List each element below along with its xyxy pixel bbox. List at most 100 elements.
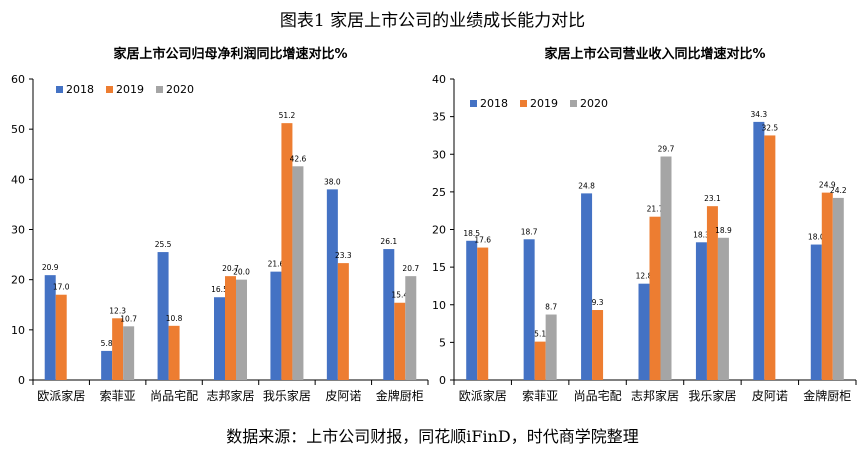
y-tick-label: 30 — [432, 148, 446, 161]
data-label: 23.3 — [335, 251, 352, 260]
data-label: 8.7 — [545, 303, 557, 312]
bar-2019 — [55, 294, 67, 380]
data-label: 15.4 — [391, 291, 408, 300]
bar-2018 — [581, 193, 593, 380]
x-tick-label: 我乐家居 — [263, 388, 311, 403]
legend-swatch-2020 — [156, 86, 163, 93]
y-tick-label: 40 — [11, 173, 25, 186]
legend-swatch-2019 — [106, 86, 113, 93]
bar-2020 — [123, 326, 135, 380]
data-label: 29.7 — [658, 145, 675, 154]
x-tick-label: 皮阿诺 — [325, 389, 361, 403]
bar-2018 — [214, 297, 225, 380]
figure-title: 图表1 家居上市公司的业绩成长能力对比 — [279, 11, 586, 31]
y-tick-label: 5 — [439, 336, 446, 349]
bar-2020 — [832, 197, 844, 380]
x-tick-label: 尚品宅配 — [574, 388, 622, 403]
legend-label: 2018 — [480, 97, 508, 110]
y-tick-label: 60 — [11, 73, 25, 86]
bar-2019 — [394, 302, 406, 380]
legend-label: 2020 — [166, 83, 194, 96]
bar-2018 — [157, 252, 169, 380]
data-label: 20.0 — [233, 268, 250, 277]
data-label: 17.0 — [53, 283, 70, 292]
x-tick-label: 皮阿诺 — [752, 389, 788, 403]
bar-2019 — [477, 247, 489, 380]
bar-2019 — [337, 263, 349, 380]
y-tick-label: 10 — [11, 324, 25, 337]
data-label: 12.3 — [109, 306, 126, 315]
bar-2018 — [523, 239, 535, 380]
bar-2018 — [466, 240, 478, 380]
chart-title: 家居上市公司归母净利润同比增速对比% — [113, 46, 347, 62]
y-tick-label: 50 — [11, 123, 25, 136]
bar-2018 — [383, 249, 395, 380]
legend-swatch-2018 — [56, 86, 63, 93]
data-label: 10.8 — [166, 314, 183, 323]
y-tick-label: 0 — [18, 374, 25, 387]
x-tick-label: 尚品宅配 — [150, 388, 198, 403]
data-label: 18.3 — [693, 230, 710, 239]
bar-2019 — [225, 276, 236, 380]
data-label: 24.9 — [819, 181, 836, 190]
bar-2019 — [534, 341, 546, 380]
data-label: 23.1 — [704, 194, 721, 203]
x-tick-label: 金牌厨柜 — [803, 388, 851, 403]
x-tick-label: 金牌厨柜 — [376, 388, 424, 403]
data-label: 21.7 — [647, 205, 664, 214]
data-label: 5.1 — [534, 330, 546, 339]
data-label: 20.7 — [402, 264, 419, 273]
data-label: 20.7 — [222, 264, 239, 273]
data-label: 20.9 — [42, 263, 59, 272]
data-label: 18.5 — [463, 229, 480, 238]
bar-2020 — [717, 237, 729, 380]
y-tick-label: 10 — [432, 299, 446, 312]
data-label: 10.7 — [120, 314, 137, 323]
x-tick-label: 志邦家居 — [631, 388, 679, 403]
data-label: 42.6 — [290, 154, 307, 163]
y-tick-label: 35 — [432, 111, 446, 124]
data-label: 5.8 — [101, 339, 113, 348]
y-tick-label: 20 — [432, 224, 446, 237]
data-label: 18.7 — [521, 227, 538, 236]
x-tick-label: 欧派家居 — [37, 388, 85, 403]
x-tick-label: 欧派家居 — [459, 388, 507, 403]
bar-2019 — [821, 192, 833, 380]
legend-label: 2019 — [116, 83, 144, 96]
data-label: 18.0 — [808, 233, 825, 242]
y-tick-label: 30 — [11, 224, 25, 237]
data-label: 16.5 — [211, 285, 228, 294]
x-tick-label: 我乐家居 — [688, 388, 736, 403]
bar-2018 — [326, 189, 338, 380]
bar-2018 — [753, 121, 765, 380]
legend-swatch-2019 — [520, 100, 527, 107]
legend-label: 2018 — [66, 83, 94, 96]
bar-2018 — [101, 350, 113, 380]
data-label: 32.5 — [762, 123, 779, 132]
revenue-growth-chart: 家居上市公司营业收入同比增速对比% 0 5 10 15 20 25 30 35 40 欧派家居 索菲亚… — [432, 46, 857, 403]
x-tick-label: 索菲亚 — [100, 389, 136, 403]
data-label: 38.0 — [324, 177, 341, 186]
bar-2020 — [545, 314, 557, 380]
x-tick-label: 志邦家居 — [206, 388, 254, 403]
legend-swatch-2018 — [470, 100, 477, 107]
y-tick-label: 25 — [432, 186, 446, 199]
chart-title: 家居上市公司营业收入同比增速对比% — [544, 46, 765, 62]
legend-swatch-2020 — [570, 100, 577, 107]
data-label: 25.5 — [155, 240, 172, 249]
legend-label: 2019 — [530, 97, 558, 110]
bar-2019 — [112, 318, 124, 380]
bar-2019 — [592, 310, 604, 380]
profit-growth-chart: 家居上市公司归母净利润同比增速对比% 0 10 20 30 40 50 60 欧派家居 索菲亚 尚品… — [11, 46, 429, 403]
bar-2018 — [270, 271, 282, 380]
bar-2020 — [660, 156, 672, 380]
y-tick-label: 20 — [11, 274, 25, 287]
data-label: 21.6 — [268, 260, 285, 269]
bar-2020 — [236, 279, 247, 380]
data-label: 34.3 — [751, 110, 768, 119]
y-tick-label: 0 — [439, 374, 446, 387]
bar-2018 — [810, 244, 822, 380]
bar-2018 — [695, 242, 707, 380]
data-label: 24.8 — [578, 181, 595, 190]
bar-2019 — [649, 216, 661, 380]
